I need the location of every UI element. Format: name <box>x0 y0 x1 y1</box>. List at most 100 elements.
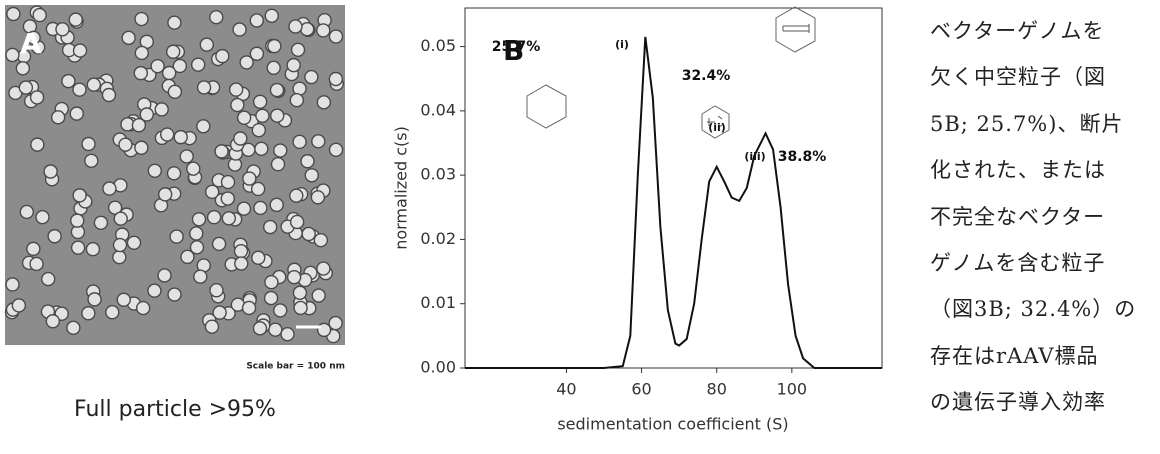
particle <box>252 94 268 109</box>
particle <box>11 298 27 313</box>
particle <box>310 190 326 205</box>
annotation: 38.8% <box>778 149 827 165</box>
particle <box>211 236 227 252</box>
particle <box>273 303 288 318</box>
particle <box>93 215 109 230</box>
particle <box>105 305 120 320</box>
particle <box>134 11 149 27</box>
particle <box>121 30 136 46</box>
particle <box>29 90 45 105</box>
particle <box>328 142 344 157</box>
particle <box>304 69 319 85</box>
particles <box>4 5 344 344</box>
particle <box>264 8 279 23</box>
particle <box>196 80 212 95</box>
particle <box>5 47 20 63</box>
particle <box>84 153 99 168</box>
particle <box>147 283 162 298</box>
particle <box>154 102 169 117</box>
particle <box>253 200 268 216</box>
y-tick-label: 0.01 <box>420 293 456 312</box>
particle <box>50 110 66 125</box>
particle <box>204 184 220 200</box>
particle <box>264 274 279 290</box>
particle <box>251 250 266 265</box>
particle <box>169 229 184 244</box>
particle <box>81 306 96 321</box>
particle <box>236 110 252 125</box>
particle <box>118 137 133 152</box>
particle <box>139 107 154 122</box>
y-tick-label: 0.00 <box>420 358 456 377</box>
particle <box>249 46 265 61</box>
particle <box>173 129 188 145</box>
text-line: 存在はrAAV標品 <box>930 343 1099 368</box>
particle <box>286 57 301 73</box>
particle <box>316 261 331 276</box>
particle <box>292 81 307 96</box>
icon-empty <box>526 84 567 129</box>
particle <box>86 77 102 92</box>
particle <box>215 48 230 64</box>
particle <box>289 188 304 203</box>
particle <box>221 211 237 226</box>
particle <box>70 240 86 255</box>
particle <box>167 287 182 302</box>
particle <box>269 82 285 98</box>
particle <box>43 164 58 179</box>
particle <box>102 181 117 196</box>
x-tick-label: 80 <box>707 380 727 399</box>
text-line: 化された、または <box>930 158 1106 183</box>
text-line: （図3B; 32.4%）の <box>930 297 1137 322</box>
particle <box>288 19 303 34</box>
particle <box>131 118 147 133</box>
particle <box>112 249 127 265</box>
particle <box>189 226 204 241</box>
line <box>465 36 882 369</box>
particle <box>133 65 148 81</box>
particle <box>190 57 206 72</box>
particle <box>165 44 181 59</box>
particle <box>299 21 315 37</box>
particle <box>69 106 84 121</box>
particle <box>30 137 45 152</box>
particle <box>29 256 44 272</box>
particle <box>35 209 50 225</box>
particle <box>254 141 269 156</box>
particle <box>273 143 288 158</box>
particle <box>45 314 61 329</box>
particle <box>19 204 34 220</box>
particle <box>26 30 41 46</box>
annotation: (i) <box>615 38 629 51</box>
particle <box>313 232 329 248</box>
particle <box>18 80 34 95</box>
particle <box>61 73 76 89</box>
panel-label: B <box>503 34 524 67</box>
x-tick-label: 100 <box>777 380 808 399</box>
text-line: ベクターゲノムを <box>930 19 1105 43</box>
particle <box>147 163 163 178</box>
particle <box>289 214 305 230</box>
particle <box>209 283 224 298</box>
particle <box>101 87 117 103</box>
particle <box>206 210 222 225</box>
text-line: の遺伝子導入効率 <box>930 390 1106 415</box>
particle <box>191 212 207 227</box>
particle <box>252 321 268 336</box>
particle <box>81 136 96 152</box>
particle <box>269 197 284 213</box>
particle <box>126 235 142 250</box>
annotation: 25.7% <box>492 39 541 55</box>
particle <box>292 285 308 301</box>
text-line: ゲノムを含む粒子 <box>930 250 1106 275</box>
x-tick-label: 60 <box>631 380 651 399</box>
particle <box>47 229 62 244</box>
particle <box>300 154 315 169</box>
particle <box>220 191 235 206</box>
x-tick-label: 40 <box>556 380 576 399</box>
annotation: (ii) <box>708 121 726 134</box>
particle <box>270 157 286 172</box>
particle <box>179 149 194 164</box>
particle <box>280 326 295 342</box>
